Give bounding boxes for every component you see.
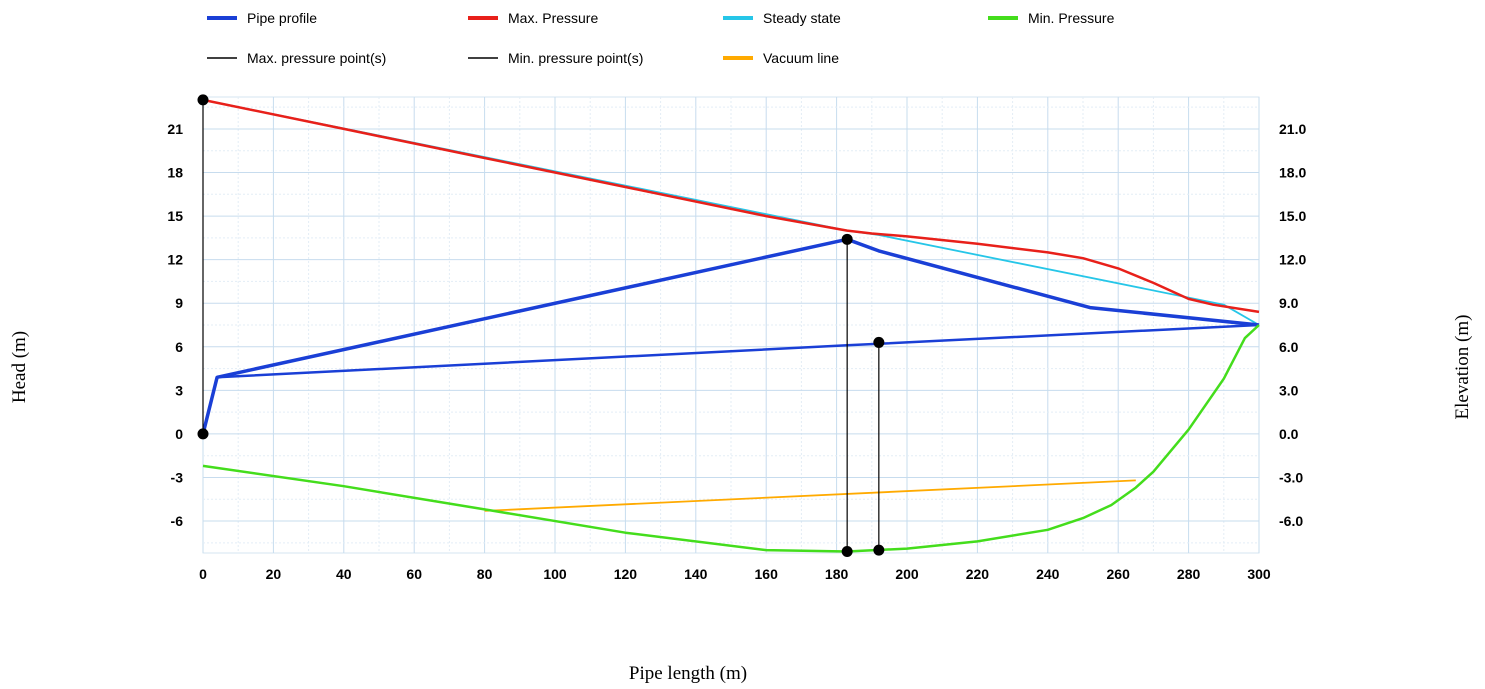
y-tick-label-right: 18.0 [1279,165,1306,181]
plot-area [201,98,1260,553]
y-tick-label-left: 9 [175,295,183,311]
tick-labels: 0 20 40 60 80 100 120 140 160 180 200 220 240 260 280 3… [167,121,1306,582]
legend-item: Pipe profile [207,10,317,26]
series-pipe-profile-line [201,323,1260,435]
legend-label: Max. Pressure [508,10,598,26]
x-tick-label: 220 [966,566,990,582]
pressure-point-marker [197,428,209,440]
legend-label: Steady state [763,10,841,26]
x-tick-label: 60 [406,566,422,582]
legend-item: Min. Pressure [988,10,1115,26]
y-tick-label-right: 12.0 [1279,252,1306,268]
x-axis-title: Pipe length (m) [629,663,747,684]
pressure-point-marker [197,94,209,106]
y-tick-label-right: 15.0 [1279,208,1306,224]
x-tick-label: 140 [684,566,708,582]
y-tick-label-left: -6 [171,513,184,529]
y-tick-label-right: 6.0 [1279,339,1299,355]
markers [197,94,885,558]
legend-item: Steady state [723,10,841,26]
y-tick-label-left: 12 [167,252,183,268]
y-tick-label-left: 21 [167,121,183,137]
x-tick-label: 160 [755,566,779,582]
x-tick-label: 240 [1036,566,1060,582]
y-axis-title-right: Elevation (m) [1452,315,1473,420]
x-tick-label: 0 [199,566,207,582]
pressure-point-marker [841,233,853,245]
y-tick-label-left: 3 [175,382,183,398]
series-min-pressure-line [202,324,1260,553]
x-tick-label: 280 [1177,566,1201,582]
pressure-point-marker [841,546,853,558]
legend-label: Max. pressure point(s) [247,50,386,66]
y-tick-label-left: -3 [171,469,184,485]
y-tick-label-right: -6.0 [1279,513,1303,529]
y-tick-label-left: 6 [175,339,183,355]
y-tick-label-left: 15 [167,208,183,224]
y-tick-label-left: 18 [167,165,183,181]
legend-item: Vacuum line [723,50,839,66]
pressure-point-marker [873,336,885,348]
legend-item: Min. pressure point(s) [468,50,643,66]
legend-label: Min. Pressure [1028,10,1115,26]
series-vacuum-line-line [484,479,1136,512]
legend-label: Pipe profile [247,10,317,26]
legend-label: Min. pressure point(s) [508,50,643,66]
legend: Pipe profile Max. Pressure Steady state Min… [207,10,1115,66]
x-tick-label: 300 [1247,566,1271,582]
y-tick-label-right: 9.0 [1279,295,1299,311]
y-tick-label-right: 0.0 [1279,426,1299,442]
y-tick-label-right: -3.0 [1279,469,1303,485]
x-tick-label: 40 [336,566,352,582]
series-pipe-profile-line [201,237,1260,435]
y-axis-title-left: Head (m) [9,331,30,403]
x-tick-label: 120 [614,566,638,582]
x-tick-label: 80 [477,566,493,582]
y-tick-label-right: 21.0 [1279,121,1306,137]
grid [202,96,1260,554]
y-tick-label-right: 3.0 [1279,382,1299,398]
legend-label: Vacuum line [763,50,839,66]
x-tick-label: 20 [266,566,282,582]
series-max-pressure-line [202,98,1260,314]
legend-item: Max. pressure point(s) [207,50,386,66]
x-tick-label: 200 [895,566,919,582]
x-tick-label: 180 [825,566,849,582]
pressure-point-marker [873,544,885,556]
legend-item: Max. Pressure [468,10,598,26]
x-tick-label: 100 [543,566,567,582]
y-tick-label-left: 0 [175,426,183,442]
x-tick-label: 260 [1107,566,1131,582]
